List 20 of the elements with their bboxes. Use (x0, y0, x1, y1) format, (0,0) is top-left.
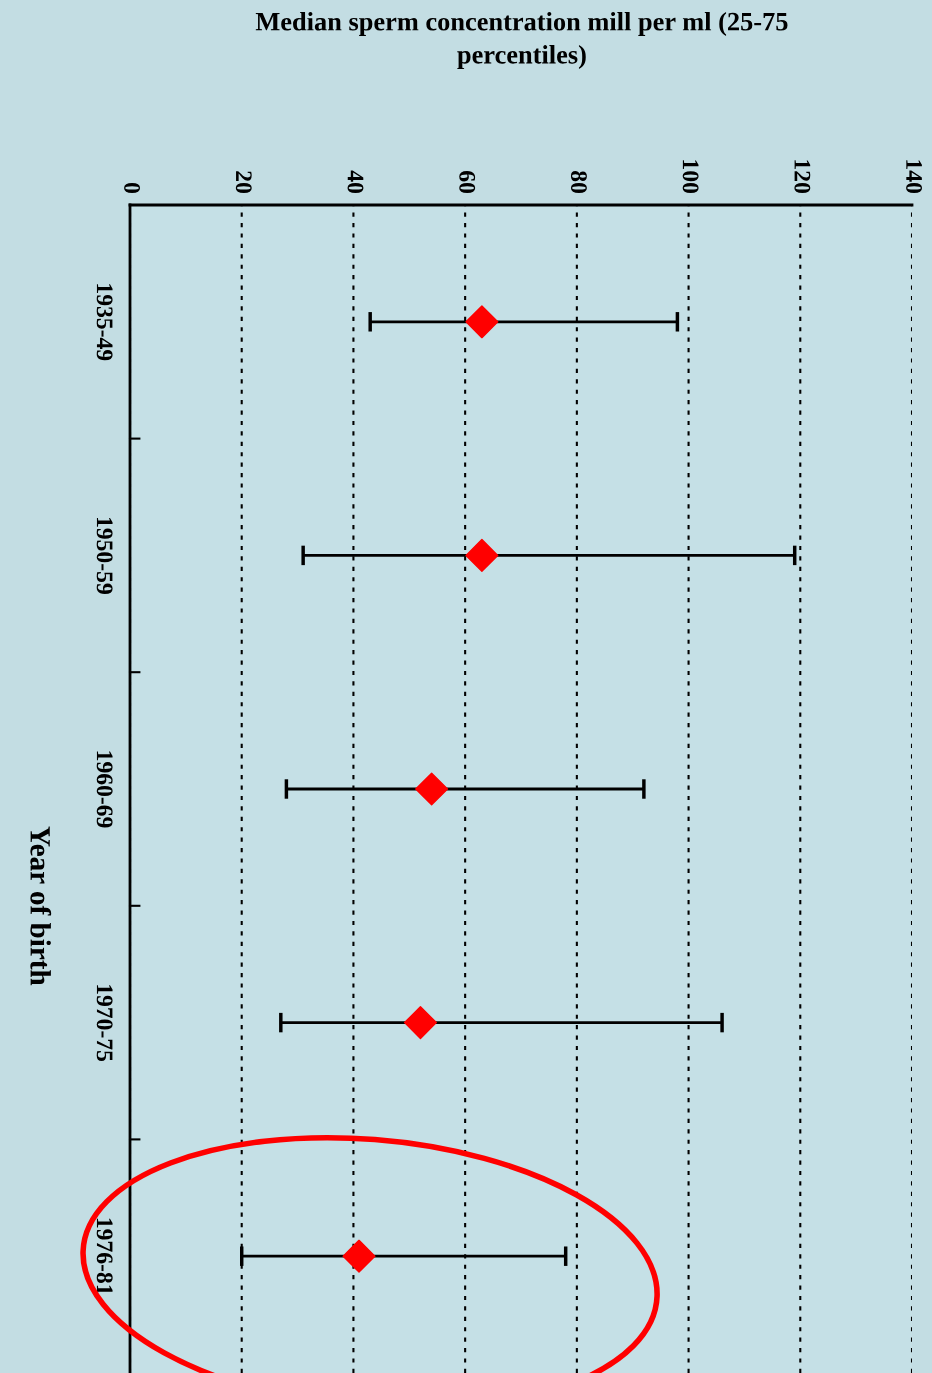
chart-title: Median sperm concentration mill per ml (25-75 percentiles) (255, 12, 788, 70)
y-axis-title: Year of birth (30, 826, 52, 986)
point (415, 772, 449, 806)
y-tick-label: 1970-75 (96, 985, 113, 1062)
point (465, 538, 499, 572)
x-tick-label: 40 (347, 170, 364, 193)
point (342, 1239, 376, 1273)
point (465, 305, 499, 339)
y-tick-label: 1976-81 (96, 1218, 113, 1295)
y-tick-label: 1960-69 (96, 751, 113, 828)
y-tick-label: 1935-49 (96, 284, 113, 361)
x-tick-label: 60 (459, 171, 476, 193)
y-tick-label: 1950-59 (96, 517, 113, 594)
x-tick-label: 100 (682, 160, 699, 193)
point (403, 1006, 437, 1040)
x-tick-label: 140 (906, 160, 923, 193)
x-tick-label: 20 (235, 171, 252, 193)
x-tick-label: 120 (794, 160, 811, 193)
x-tick-label: 0 (124, 182, 141, 193)
x-tick-label: 80 (570, 171, 587, 193)
